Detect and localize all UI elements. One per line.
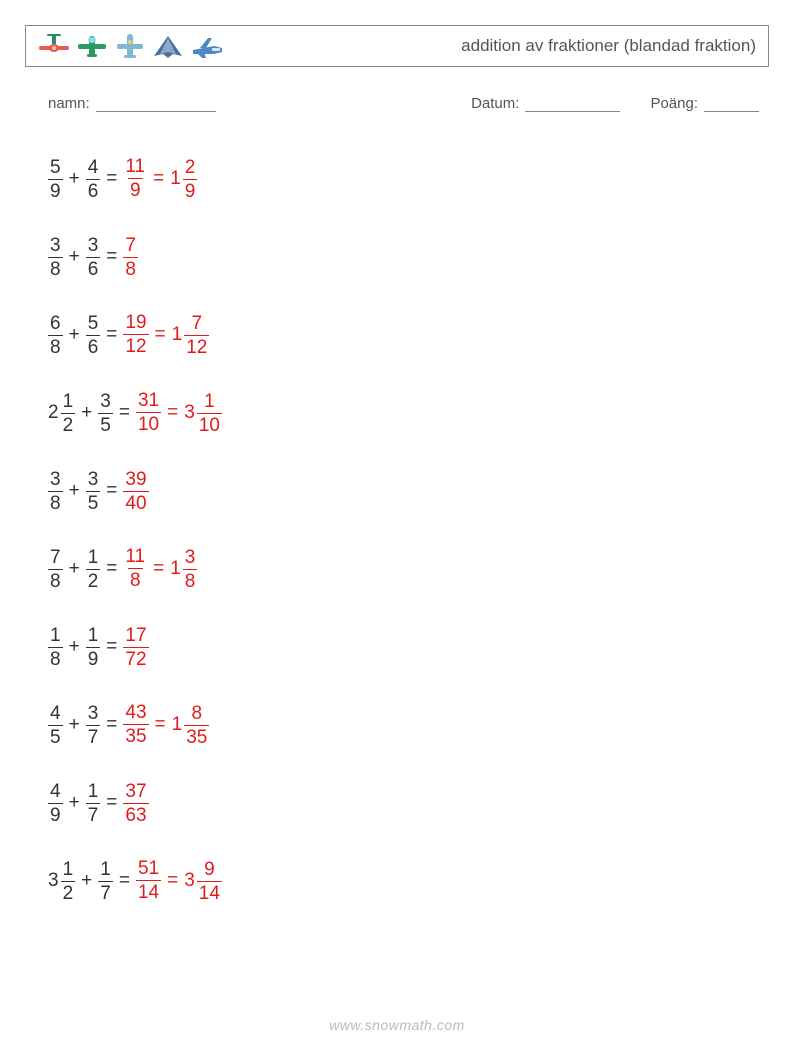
worksheet-header: addition av fraktioner (blandad fraktion… (25, 25, 769, 67)
score-blank (704, 96, 759, 112)
problem-row: 78+12=118=138 (48, 530, 222, 608)
problem-row: 38+35=3940 (48, 452, 222, 530)
plane-icon-4 (152, 32, 184, 60)
score-label: Poäng: (650, 95, 698, 112)
problem-row: 212+35=3110=3110 (48, 374, 222, 452)
worksheet-title: addition av fraktioner (blandad fraktion… (461, 36, 756, 56)
date-blank (525, 96, 620, 112)
name-label: namn: (48, 95, 90, 112)
meta-row: namn: Datum: Poäng: (48, 95, 759, 112)
problem-row: 312+17=5114=3914 (48, 842, 222, 920)
problem-row: 49+17=3763 (48, 764, 222, 842)
plane-icon-5 (190, 32, 224, 60)
date-label: Datum: (471, 95, 519, 112)
footer-watermark: www.snowmath.com (0, 1017, 794, 1033)
name-blank (96, 96, 216, 112)
problem-row: 18+19=1772 (48, 608, 222, 686)
problem-row: 59+46=119=129 (48, 140, 222, 218)
meta-name: namn: (48, 95, 216, 112)
problem-row: 68+56=1912=1712 (48, 296, 222, 374)
problem-list: 59+46=119=12938+36=7868+56=1912=1712212+… (48, 140, 222, 920)
plane-icon-2 (76, 32, 108, 60)
problem-row: 38+36=78 (48, 218, 222, 296)
plane-icon-1 (38, 32, 70, 60)
plane-icon-3 (114, 32, 146, 60)
problem-row: 45+37=4335=1835 (48, 686, 222, 764)
plane-icons (38, 32, 224, 60)
